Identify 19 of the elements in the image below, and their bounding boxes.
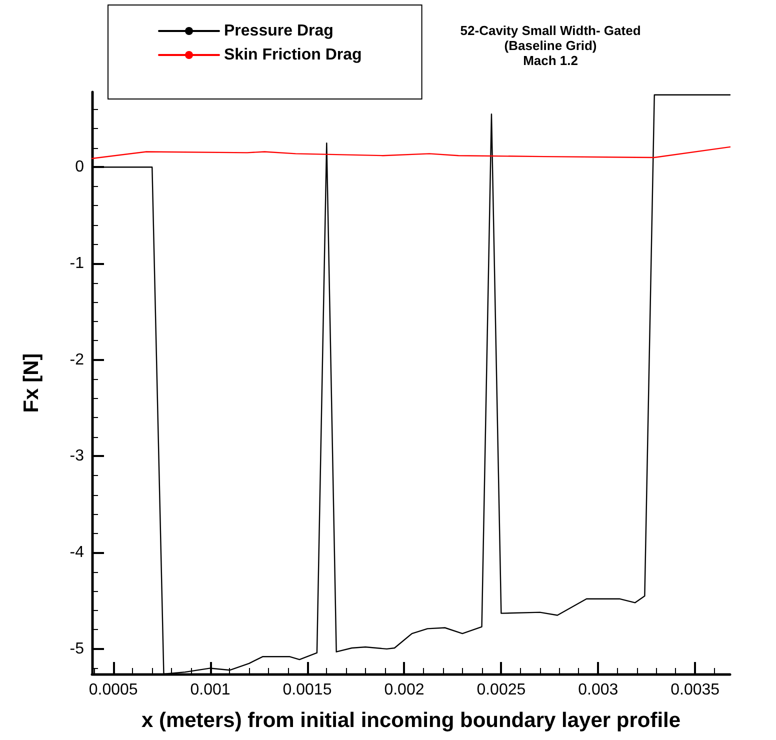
line-series <box>91 146 731 160</box>
y-tick-label: 0 <box>75 158 84 176</box>
y-axis-title: Fx [N] <box>20 353 43 413</box>
y-tick-label: -2 <box>70 351 84 368</box>
legend-label: Skin Friction Drag <box>224 46 362 64</box>
x-tick-label: 0.0035 <box>670 682 720 698</box>
chart-title: 52-Cavity Small Width- Gated (Baseline Grid) Mach 1.2 <box>460 23 641 68</box>
x-tick-label: 0.001 <box>190 682 230 698</box>
x-tick-label: 0.002 <box>384 682 424 698</box>
x-axis-title: x (meters) from initial incoming boundary layer profile <box>141 709 681 732</box>
y-tick-label: -4 <box>70 544 84 562</box>
legend-label: Pressure Drag <box>224 22 334 40</box>
x-tick-label: 0.0005 <box>88 682 138 698</box>
y-tick-label: -1 <box>70 255 84 272</box>
y-tick-label: -5 <box>70 640 84 658</box>
x-tick-label: 0.0015 <box>282 682 332 698</box>
x-tick-label: 0.0025 <box>476 682 526 698</box>
y-tick-label: -3 <box>70 448 84 465</box>
x-tick-label: 0.003 <box>578 682 618 698</box>
